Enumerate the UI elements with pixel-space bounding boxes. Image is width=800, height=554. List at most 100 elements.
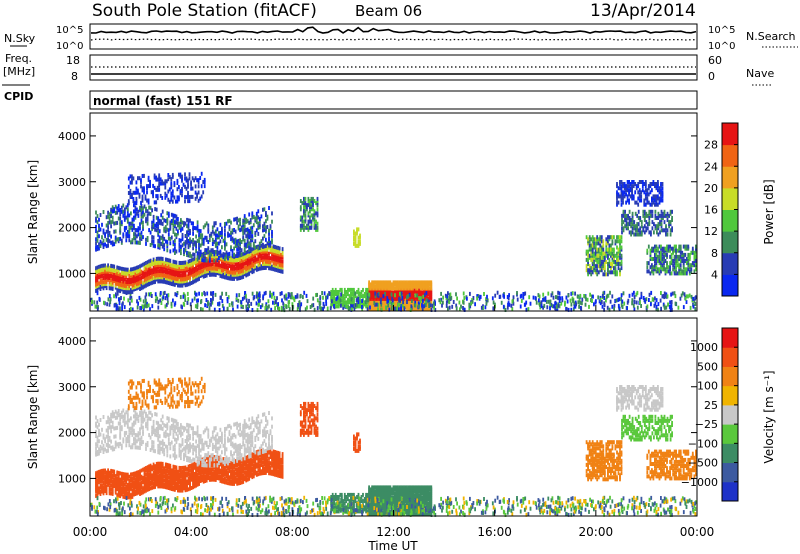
- power-cell: [214, 243, 217, 248]
- power-cell: [547, 291, 550, 296]
- velocity-cell: [107, 472, 109, 477]
- power-cell: [187, 178, 189, 183]
- power-cell: [171, 193, 174, 198]
- power-cell: [281, 247, 284, 252]
- power-cell: [628, 180, 630, 184]
- power-cell: [178, 283, 181, 288]
- power-cell: [246, 266, 249, 271]
- power-cell: [422, 307, 425, 312]
- power-cell: [205, 263, 208, 268]
- power-cell: [654, 209, 657, 214]
- power-cell: [395, 294, 398, 299]
- power-cell: [663, 265, 665, 270]
- power-cell: [386, 296, 389, 301]
- velocity-cell: [110, 479, 112, 484]
- power-cell: [140, 208, 143, 213]
- velocity-cell: [113, 473, 116, 478]
- power-cell: [375, 294, 378, 299]
- power-cell: [304, 307, 307, 312]
- power-cell: [663, 250, 665, 255]
- power-cell: [99, 266, 102, 271]
- power-cell: [196, 261, 199, 266]
- power-cell: [230, 220, 232, 225]
- power-cell: [265, 225, 267, 230]
- power-cell: [140, 230, 143, 235]
- power-cell: [369, 290, 372, 295]
- power-cell: [616, 192, 618, 197]
- power-cell: [231, 258, 234, 263]
- power-cell: [174, 301, 177, 306]
- power-cell: [280, 261, 282, 266]
- power-cell: [155, 194, 158, 199]
- power-cell: [617, 253, 620, 258]
- power-cell: [196, 273, 199, 278]
- power-cell: [160, 213, 163, 218]
- velocity-cell: [102, 468, 105, 473]
- power-cell: [345, 304, 347, 308]
- power-cell: [633, 226, 636, 231]
- power-cell: [413, 280, 416, 285]
- power-cell: [600, 239, 603, 244]
- power-cell: [619, 270, 621, 275]
- power-cell: [239, 217, 241, 222]
- power-cell: [130, 279, 132, 284]
- power-cell: [126, 203, 129, 208]
- power-cell: [391, 296, 393, 301]
- power-cell: [608, 307, 611, 312]
- power-cell: [227, 231, 229, 236]
- power-cell: [657, 224, 660, 229]
- power-cell: [587, 253, 589, 258]
- power-cell: [602, 264, 605, 269]
- power-cell: [257, 215, 260, 220]
- power-cell: [371, 301, 373, 305]
- power-cell: [409, 280, 411, 285]
- power-cell: [186, 274, 188, 279]
- power-cell: [427, 296, 430, 301]
- power-cell: [280, 291, 283, 296]
- power-cell: [633, 295, 636, 300]
- power-cell: [277, 245, 279, 250]
- power-cell: [145, 271, 147, 276]
- power-cell: [234, 274, 237, 279]
- nave-tick-bottom: 0: [708, 70, 715, 83]
- velocity-cell: [104, 489, 106, 494]
- power-cell: [579, 293, 582, 298]
- power-cell: [105, 286, 108, 291]
- power-cell: [283, 294, 286, 299]
- power-cell: [691, 246, 694, 251]
- power-cell: [694, 302, 697, 306]
- power-cell: [401, 303, 404, 308]
- power-cell: [101, 222, 103, 227]
- cpid-label: CPID: [4, 90, 33, 103]
- power-cell: [123, 273, 126, 278]
- power-cell: [654, 252, 656, 257]
- power-cell: [157, 269, 160, 274]
- power-cell: [414, 293, 417, 298]
- power-cell: [681, 291, 684, 296]
- power-cell: [282, 301, 285, 306]
- power-cell: [105, 244, 108, 249]
- power-cell: [596, 257, 599, 262]
- power-cell: [262, 262, 264, 266]
- power-cell: [273, 295, 276, 300]
- power-cell: [630, 220, 632, 225]
- power-cell: [218, 231, 220, 236]
- power-cell: [157, 271, 160, 276]
- power-cell: [116, 271, 119, 276]
- power-cell: [191, 176, 194, 181]
- power-cell: [424, 307, 427, 312]
- power-cell: [169, 260, 172, 265]
- power-cell: [371, 296, 373, 301]
- power-cell: [616, 182, 618, 186]
- power-cell: [687, 261, 690, 266]
- power-cell: [404, 290, 407, 295]
- power-cell: [151, 239, 153, 244]
- power-cell: [105, 265, 108, 270]
- power-cell: [102, 276, 105, 280]
- power-cell: [207, 269, 210, 273]
- power-cell: [361, 305, 363, 309]
- power-cell: [178, 260, 181, 265]
- power-cell: [198, 251, 200, 256]
- power-cell: [649, 184, 652, 189]
- power-cell: [269, 256, 272, 261]
